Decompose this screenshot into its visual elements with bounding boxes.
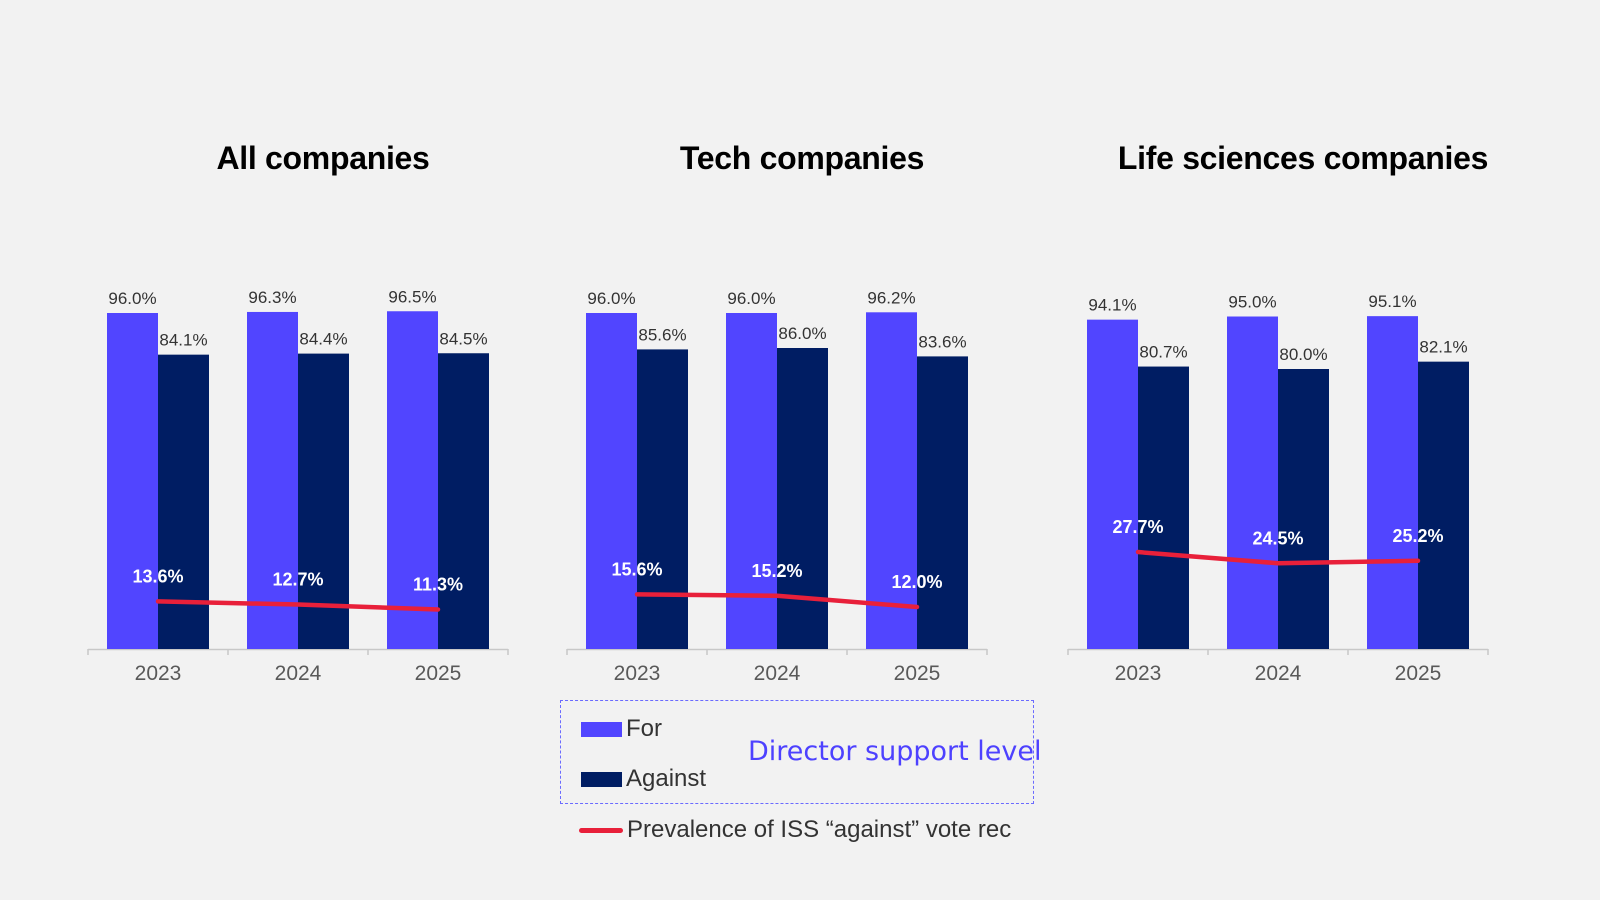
legend-swatch-against	[581, 771, 622, 787]
bar-data-label: 95.1%	[1368, 292, 1416, 311]
legend-label-for: For	[626, 715, 662, 742]
bar-for	[726, 313, 777, 649]
line-data-label: 13.6%	[132, 566, 183, 586]
legend-item-for: For	[581, 715, 662, 743]
bar-data-label: 83.6%	[918, 332, 966, 351]
bar-data-label: 82.1%	[1419, 338, 1467, 357]
legend-caption: Director support level	[748, 736, 1042, 767]
bar-data-label: 84.1%	[159, 331, 207, 350]
legend-swatch-for	[581, 721, 622, 737]
line-data-label: 15.6%	[611, 559, 662, 579]
chart-panel-all: All companies 96.0% 84.1% 2023 96.3% 84.4% 20…	[87, 140, 558, 700]
chart-panel-life-sciences: Life sciences companies 94.1% 80.7% 2023 95…	[1067, 140, 1538, 700]
x-tick-label: 2023	[614, 662, 661, 685]
x-tick-label: 2025	[894, 662, 941, 685]
bar-against	[298, 353, 349, 649]
bar-data-label: 84.5%	[439, 329, 487, 348]
chart-title: Tech companies	[679, 140, 925, 176]
bar-data-label: 80.0%	[1279, 345, 1327, 364]
bar-for	[1367, 316, 1418, 649]
line-series-iss	[155, 599, 441, 612]
bar-for	[1227, 316, 1278, 649]
bar-data-label: 95.0%	[1228, 293, 1276, 312]
legend-label-line: Prevalence of ISS “against” vote rec	[627, 816, 1012, 843]
line-data-label: 24.5%	[1252, 528, 1303, 548]
x-tick-label: 2024	[275, 662, 322, 685]
legend-swatch-line	[579, 827, 623, 833]
bar-against	[1278, 369, 1329, 649]
bar-for	[586, 313, 637, 649]
x-tick-label: 2025	[415, 662, 462, 685]
bar-for	[387, 311, 438, 649]
bar-data-label: 96.2%	[867, 288, 915, 307]
chart-svg: 96.0%85.6%202396.0%86.0%202496.2%83.6%20…	[566, 288, 988, 685]
chart-svg: 96.0% 84.1% 2023 96.3% 84.4% 2024 96.5% 84.5% 20…	[87, 287, 509, 685]
x-tick-label: 2024	[754, 662, 801, 685]
bar-against	[1418, 361, 1469, 649]
bar-against	[777, 348, 828, 649]
legend-item-line: Prevalence of ISS “against” vote rec	[579, 816, 1011, 844]
line-data-label: 11.3%	[413, 574, 463, 594]
bar-for	[247, 311, 298, 649]
chart-svg: 94.1% 80.7% 2023 95.0% 80.0% 2024 95.1% 82.1% 20…	[1067, 292, 1489, 685]
chart-title: All companies	[216, 140, 430, 176]
bar-data-label: 84.4%	[299, 330, 347, 349]
bar-data-label: 85.6%	[638, 325, 686, 344]
chart-title: Life sciences companies	[1117, 140, 1489, 176]
x-tick-label: 2024	[1255, 662, 1302, 685]
line-series-iss	[1135, 549, 1421, 566]
bar-against	[1138, 366, 1189, 649]
bar-against	[158, 354, 209, 649]
x-tick-label: 2025	[1395, 662, 1442, 685]
bar-against	[917, 356, 968, 649]
line-series-iss	[634, 592, 920, 610]
legend-label-against: Against	[626, 765, 707, 792]
bar-for	[107, 313, 158, 649]
bar-data-label: 96.5%	[388, 287, 436, 306]
bar-for	[866, 312, 917, 649]
legend-item-against: Against	[581, 765, 706, 793]
bar-data-label: 96.3%	[248, 288, 296, 307]
x-tick-label: 2023	[135, 662, 182, 685]
line-data-label: 25.2%	[1392, 526, 1443, 546]
bar-against	[637, 349, 688, 649]
legend-box	[560, 700, 1034, 804]
line-data-label: 12.7%	[272, 570, 323, 590]
bar-against	[438, 353, 489, 649]
line-data-label: 12.0%	[891, 572, 942, 592]
line-data-label: 27.7%	[1112, 517, 1163, 537]
x-tick-label: 2023	[1115, 662, 1162, 685]
line-data-label: 15.2%	[751, 561, 802, 581]
bar-data-label: 96.0%	[587, 289, 635, 308]
chart-panel-tech: Tech companies 96.0% 85.6% 2023 96.0% 86.0% 2…	[566, 140, 1037, 700]
bar-data-label: 80.7%	[1139, 343, 1187, 362]
bar-data-label: 96.0%	[108, 289, 156, 308]
bar-data-label: 86.0%	[778, 324, 826, 343]
bar-data-label: 94.1%	[1088, 296, 1136, 315]
bar-data-label: 96.0%	[727, 289, 775, 308]
bar-for	[1087, 319, 1138, 649]
